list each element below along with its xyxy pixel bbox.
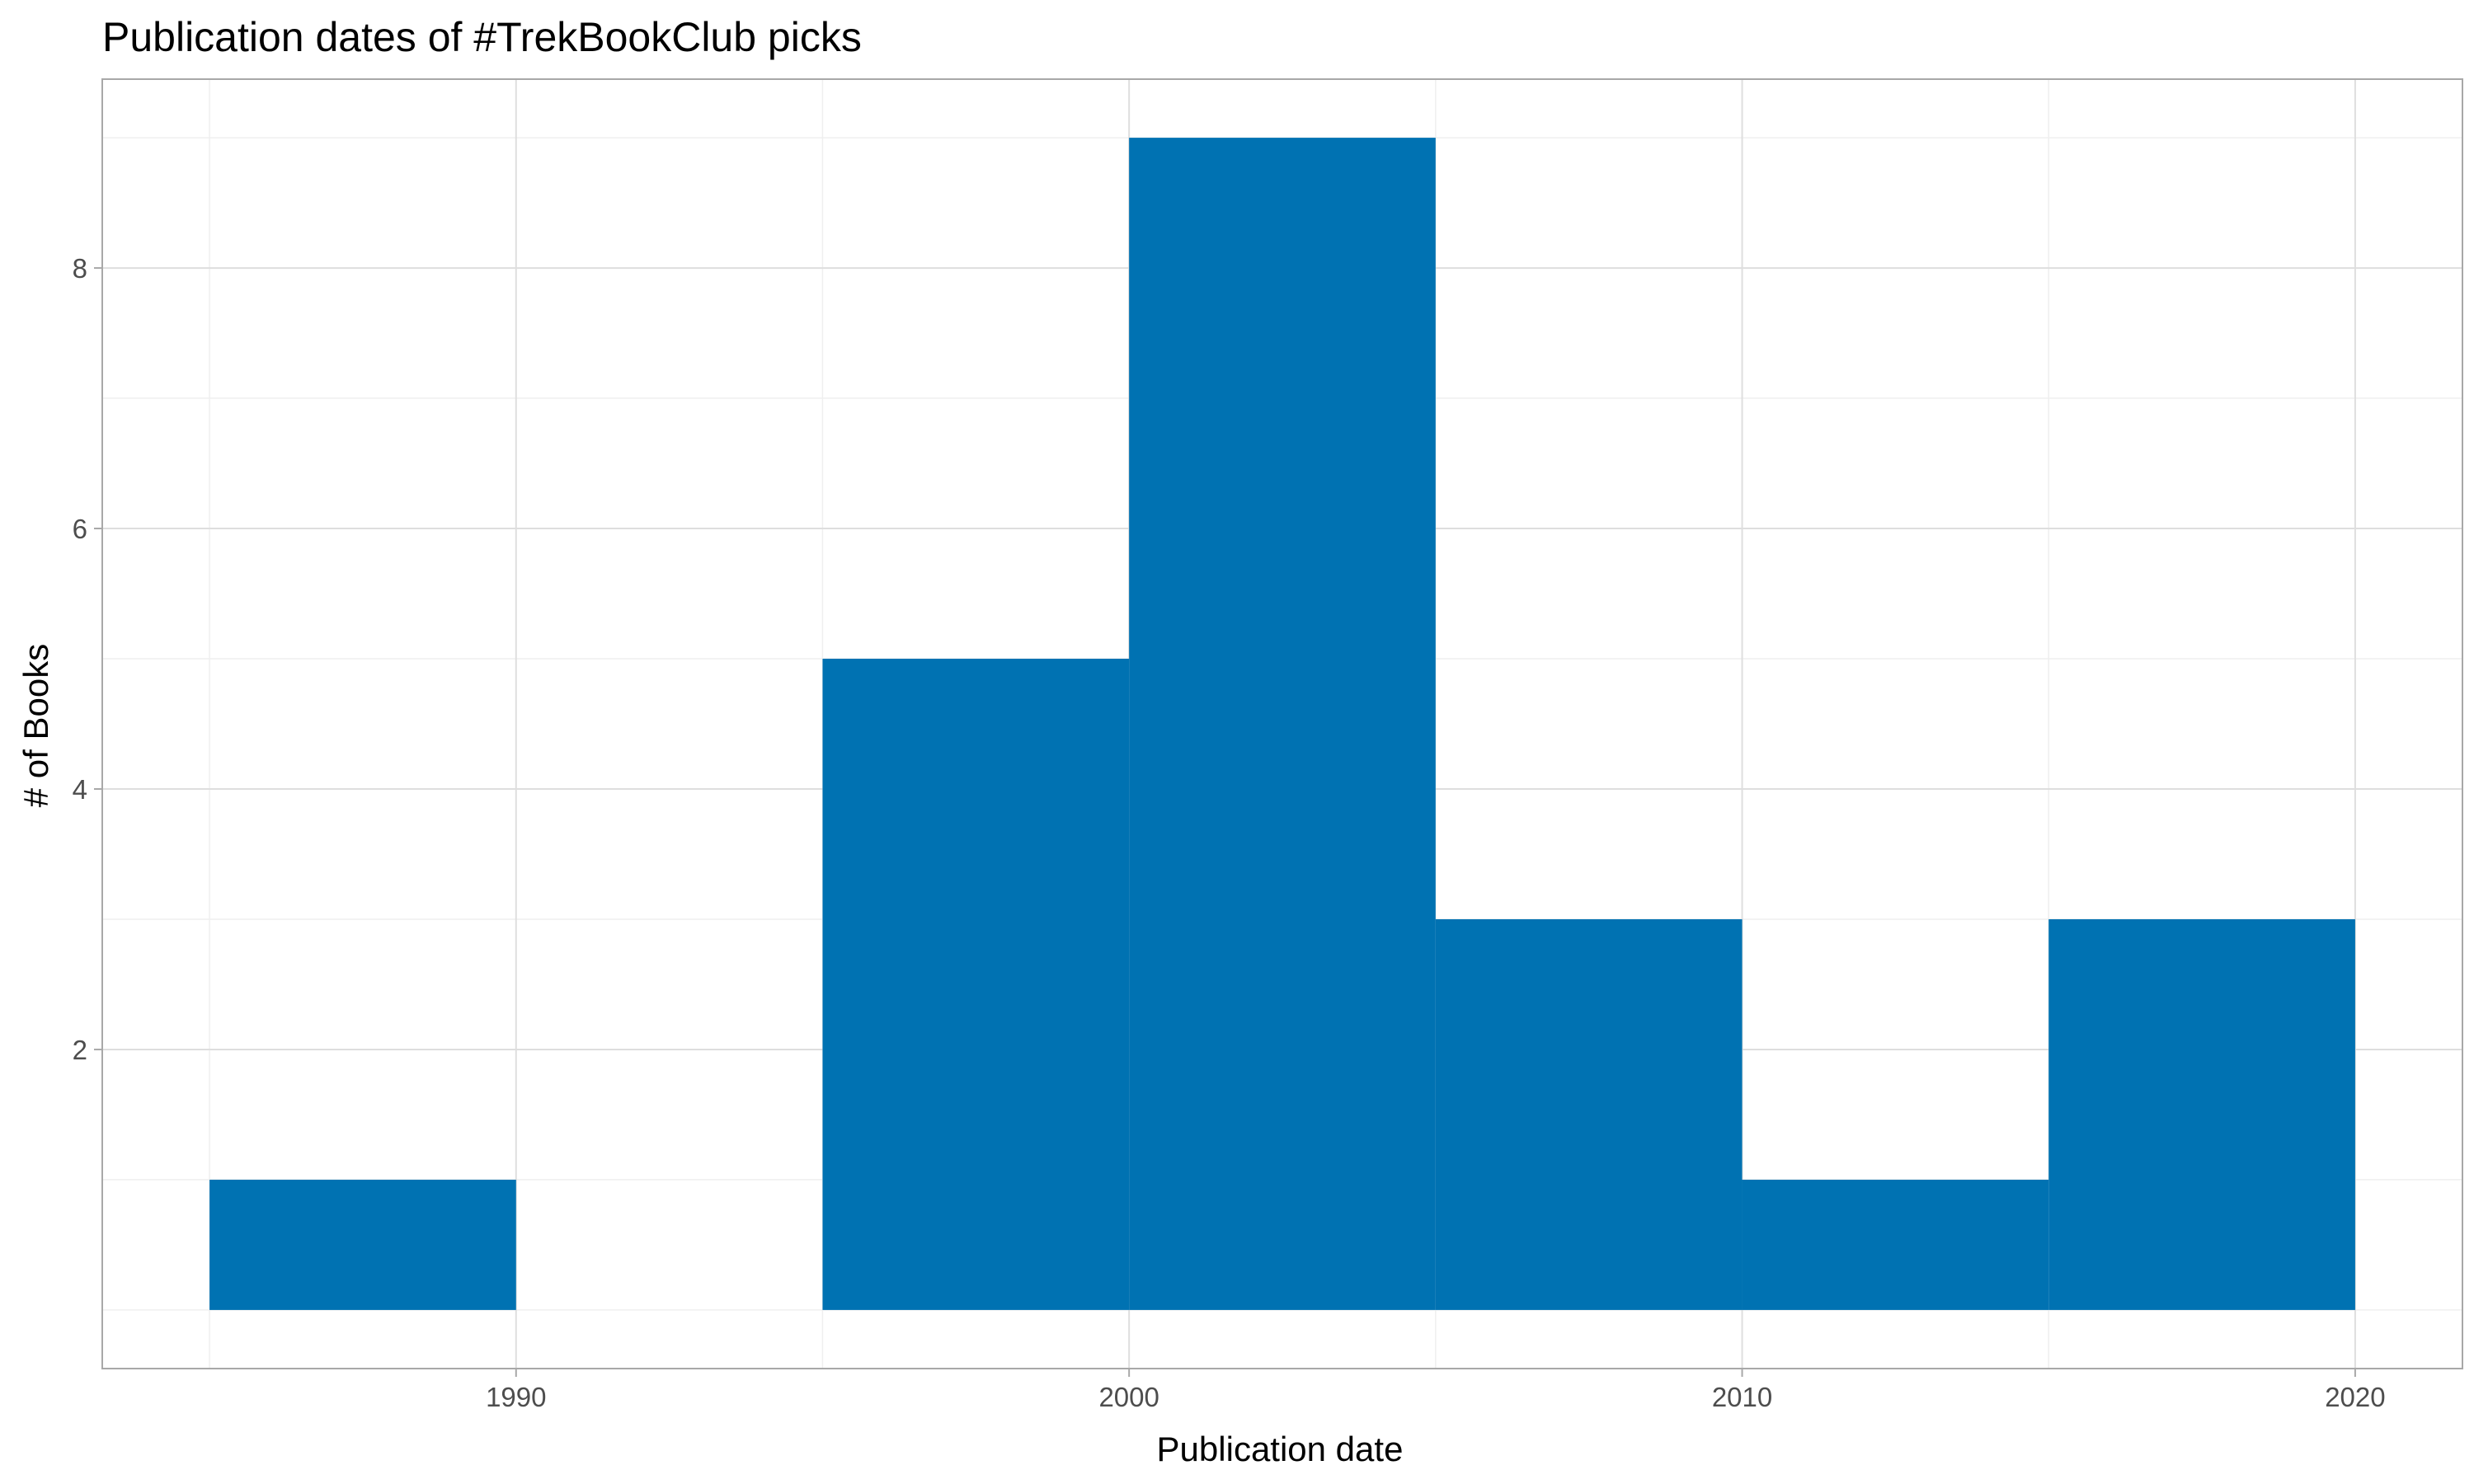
- y-axis-title: # of Books: [16, 644, 55, 807]
- y-tick-label: 4: [73, 774, 87, 805]
- y-tick-label: 6: [73, 514, 87, 544]
- y-tick-label: 2: [73, 1035, 87, 1065]
- x-tick-label: 2020: [2325, 1382, 2385, 1412]
- plot-panel-border: [101, 78, 2463, 1369]
- histogram-bar: [2048, 918, 2355, 1310]
- histogram-bar: [822, 659, 1130, 1310]
- x-tick-label: 1990: [486, 1382, 546, 1412]
- x-tick-label: 2010: [1712, 1382, 1772, 1412]
- x-axis-title: Publication date: [1157, 1430, 1404, 1468]
- axis-ticks: 1990 2000 2010 2020 2 4 6 8: [73, 253, 2386, 1412]
- histogram-bar: [1129, 138, 1436, 1310]
- histogram-bar: [1435, 918, 1743, 1310]
- histogram-bar: [209, 1179, 516, 1310]
- histogram-bars: [209, 138, 2355, 1310]
- y-tick-label: 8: [73, 253, 87, 284]
- chart-title: Publication dates of #TrekBookClub picks: [102, 14, 862, 60]
- histogram-bar: [1742, 1179, 2049, 1310]
- x-tick-label: 2000: [1098, 1382, 1159, 1412]
